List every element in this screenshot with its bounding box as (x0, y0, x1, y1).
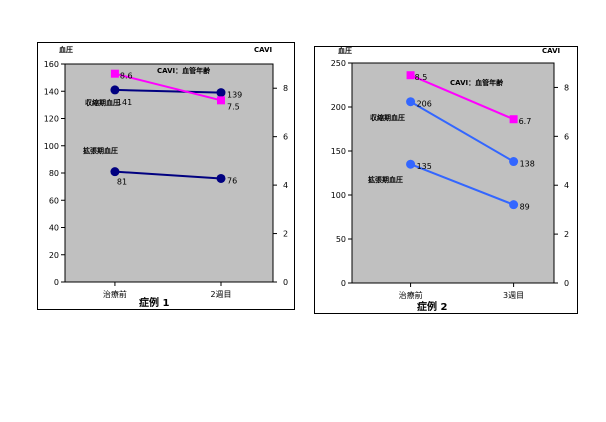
data-point (509, 115, 518, 124)
series-group: 206 138 135 89 8.5 6.7 (406, 71, 535, 212)
x-tick-label: 2週目 (210, 290, 231, 299)
series-line (410, 100, 515, 163)
data-label: 6.7 (519, 117, 532, 126)
right-tick-label: 2 (564, 230, 569, 239)
data-label: 8.6 (120, 72, 133, 81)
right-tick-label: 0 (283, 278, 288, 287)
right-tick-label: 4 (283, 181, 288, 190)
data-point (216, 88, 226, 98)
chart-title: 症例 2 (417, 300, 447, 313)
data-point (406, 159, 416, 169)
series-label-systolic: 収縮期血圧 (85, 98, 120, 107)
data-label: 138 (520, 160, 535, 169)
data-label: 8.5 (415, 73, 428, 82)
left-axis-label: 血圧 (59, 45, 73, 54)
series-label-systolic: 収縮期血圧 (370, 113, 405, 122)
right-tick-label: 8 (564, 83, 569, 92)
left-tick-label: 150 (331, 147, 346, 156)
chart-title: 症例 1 (139, 296, 169, 309)
data-label: 135 (417, 162, 432, 171)
left-tick-label: 200 (331, 103, 346, 112)
right-tick-label: 6 (283, 133, 288, 142)
series-line (410, 163, 514, 206)
data-point (406, 71, 415, 80)
right-tick-label: 4 (564, 181, 569, 190)
data-point (110, 167, 120, 177)
left-tick-label: 100 (44, 142, 59, 151)
left-tick-label: 140 (44, 87, 59, 96)
left-tick-label: 40 (49, 224, 59, 233)
left-tick-label: 160 (44, 60, 59, 69)
x-axis: 治療前 2週目 (103, 282, 232, 299)
series-label-cavi: CAVI：血管年齢 (450, 78, 504, 87)
x-axis: 治療前 3週目 (399, 283, 524, 300)
left-tick-label: 60 (49, 196, 59, 205)
left-tick-label: 80 (49, 169, 59, 178)
data-label: 89 (520, 203, 530, 212)
data-label: 141 (117, 98, 132, 107)
left-axis: 0 20 40 60 80 100 120 140 160 (44, 60, 65, 287)
plot-area (64, 63, 274, 283)
left-tick-label: 20 (49, 251, 59, 260)
data-point (216, 173, 226, 183)
left-axis-label: 血圧 (338, 46, 352, 55)
data-label: 81 (117, 178, 127, 187)
left-tick-label: 100 (331, 191, 346, 200)
left-tick-label: 0 (341, 279, 346, 288)
data-point (110, 69, 119, 78)
left-axis: 0 50 100 150 200 250 (331, 59, 352, 288)
right-axis-label: CAVI (542, 47, 560, 55)
right-axis: 0 2 4 6 8 (554, 83, 569, 288)
data-point (509, 200, 519, 210)
data-point (217, 96, 225, 105)
data-label: 206 (417, 100, 432, 109)
right-tick-label: 0 (564, 279, 569, 288)
data-point (110, 85, 120, 95)
series-line (410, 74, 514, 121)
data-point (406, 97, 416, 107)
series-label-diastolic: 拡張期血圧 (83, 146, 118, 155)
left-tick-label: 0 (54, 278, 59, 287)
series-group: 141 139 81 76 8.6 7.5 (110, 69, 242, 187)
left-tick-label: 120 (44, 115, 59, 124)
right-axis: 0 2 4 6 8 (273, 84, 288, 287)
series-line (114, 88, 222, 94)
right-tick-label: 6 (564, 132, 569, 141)
plot-area (351, 62, 555, 284)
series-line (114, 170, 222, 180)
x-tick-label: 3週目 (503, 291, 524, 300)
data-point (509, 157, 519, 167)
right-tick-label: 8 (283, 84, 288, 93)
chart-case-1: 血圧 CAVI 0 20 40 60 80 100 120 140 160 0 2 4 6 8 治療前 2… (37, 42, 295, 310)
x-tick-label: 治療前 (399, 290, 423, 300)
series-line (114, 72, 222, 102)
chart-case-2: 血圧 CAVI 0 50 100 150 200 250 0 2 4 6 8 治療前 3週目 206… (314, 46, 578, 314)
data-label: 139 (227, 91, 242, 100)
series-label-cavi: CAVI：血管年齢 (157, 66, 211, 75)
data-label: 76 (227, 176, 237, 185)
right-axis-label: CAVI (254, 46, 272, 54)
data-label: 7.5 (227, 102, 240, 111)
series-label-diastolic: 拡張期血圧 (368, 175, 403, 184)
x-tick-label: 治療前 (103, 289, 127, 299)
left-tick-label: 50 (336, 235, 346, 244)
left-tick-label: 250 (331, 59, 346, 68)
right-tick-label: 2 (283, 230, 288, 239)
